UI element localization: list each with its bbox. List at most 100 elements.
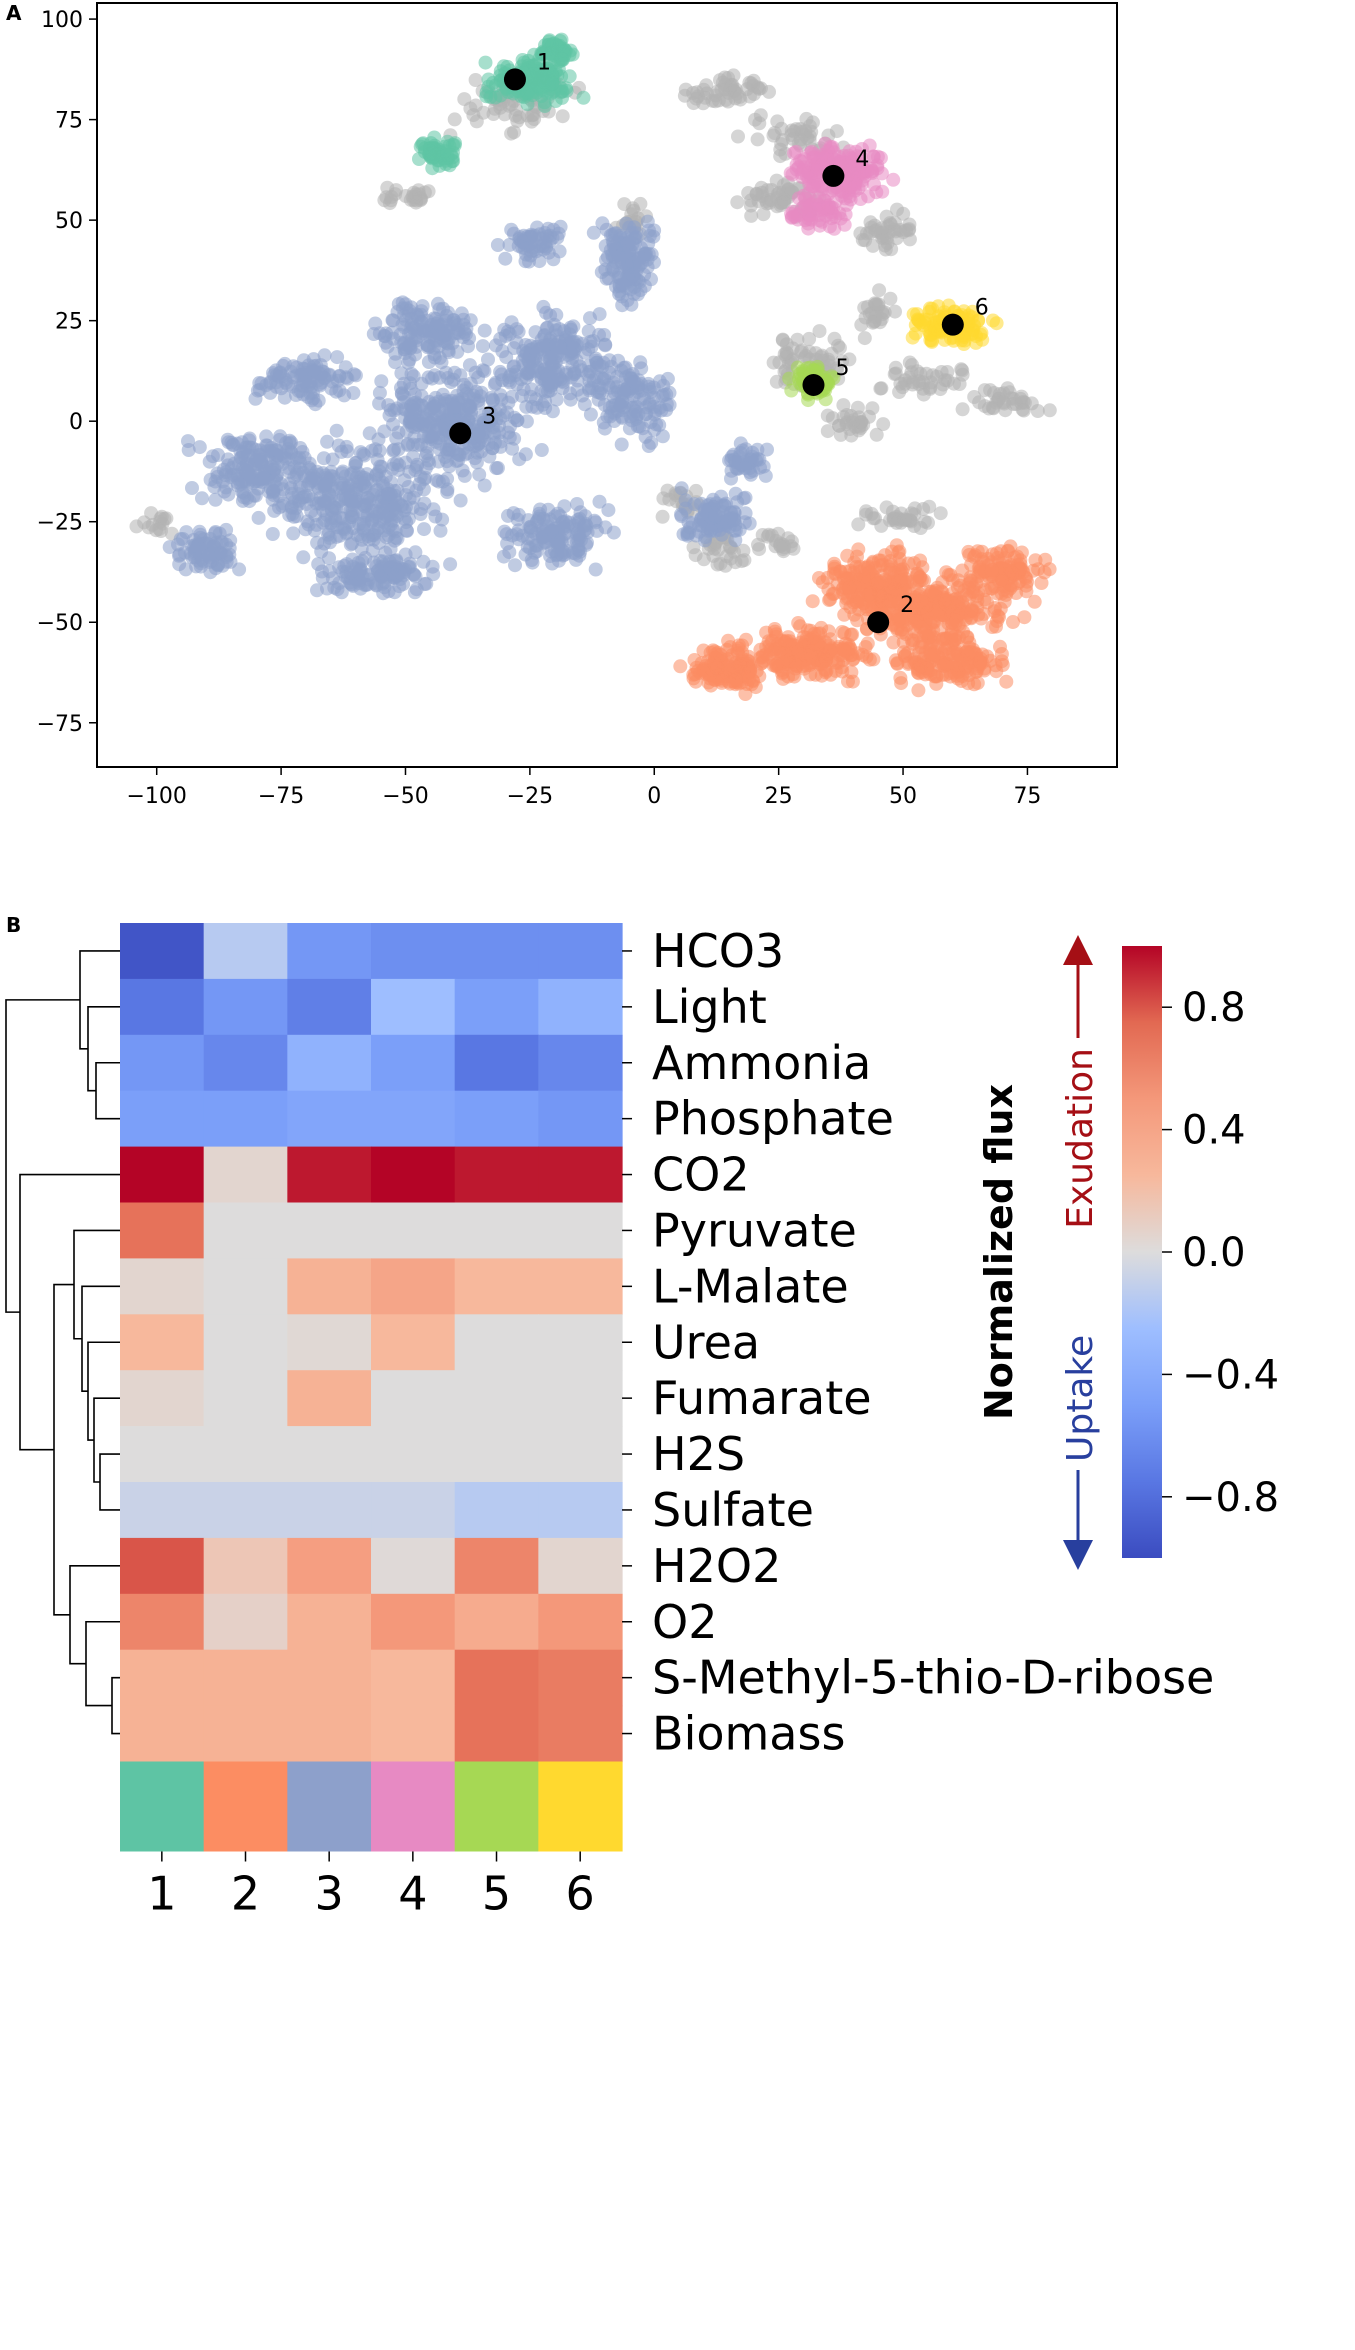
heatmap-cells [120, 923, 623, 1763]
cluster-4-point [798, 201, 813, 216]
cluster-2-point [1006, 615, 1020, 629]
cluster-6-point [906, 307, 921, 322]
cluster-3-point [387, 585, 402, 600]
cluster-3-point [615, 289, 629, 304]
unassigned-point [752, 542, 767, 557]
heatmap-cell [203, 1593, 288, 1651]
row-label: H2S [652, 1427, 745, 1481]
heatmap-cell [371, 1314, 456, 1371]
cluster-4-point [828, 194, 843, 209]
cluster-3-point [397, 473, 412, 488]
cluster-3-point [205, 449, 220, 464]
cluster-3-point [201, 548, 216, 563]
unassigned-point [876, 417, 891, 432]
heatmap-cell [538, 1146, 623, 1204]
cluster-1-point [545, 48, 559, 63]
column-label: 4 [398, 1867, 427, 1921]
cluster-3-point [399, 424, 414, 439]
cluster-3-point [415, 417, 430, 432]
cluster-2-point [882, 594, 897, 609]
column-label: 5 [482, 1867, 511, 1921]
cluster-3-point [660, 371, 675, 386]
cluster-3-point [266, 366, 280, 381]
cluster-6-point [922, 304, 937, 319]
cluster-5-point [792, 372, 806, 387]
cluster-3-point [208, 561, 223, 576]
unassigned-point [820, 408, 835, 423]
heatmap-cell [371, 1034, 456, 1092]
cluster-1-point [534, 46, 549, 61]
cluster-3-point [478, 425, 493, 440]
cluster-2-point [707, 656, 722, 671]
heatmap-cell [371, 1482, 456, 1539]
cluster-3-point [368, 509, 383, 524]
heatmap-cell [287, 1202, 372, 1259]
cluster-3-point [353, 445, 368, 460]
cluster-3-point [526, 243, 541, 258]
cluster-3-point [192, 440, 207, 455]
cluster-2-point [953, 605, 968, 620]
cluster-3-point [592, 307, 607, 322]
unassigned-point [967, 390, 982, 404]
cluster-2-point [938, 593, 952, 607]
heatmap-cell [454, 1426, 539, 1483]
cluster-3-point [297, 371, 312, 386]
cluster-4-point [818, 136, 833, 151]
cluster-1-point [437, 144, 452, 159]
cluster-3-point [616, 400, 631, 415]
uptake-label: Uptake [1060, 1335, 1101, 1462]
cluster-3-point [618, 256, 633, 271]
cluster-1-point [558, 44, 573, 58]
cluster-2-point [962, 668, 976, 682]
unassigned-point [888, 304, 902, 319]
colorbar-gradient [1122, 946, 1162, 1558]
heatmap-cell [454, 1537, 539, 1595]
cluster-2-point [997, 594, 1012, 609]
cluster-3-point [724, 471, 738, 486]
cluster-3-point [440, 371, 455, 385]
dendrogram-link [95, 1061, 120, 1120]
cluster-3-point [424, 401, 439, 416]
heatmap-cell [287, 1649, 372, 1707]
cluster-3-point [329, 423, 344, 438]
cluster-1-point [478, 55, 493, 70]
cluster-3-point [466, 388, 481, 403]
cluster-3-point [550, 372, 564, 387]
unassigned-point [857, 300, 872, 315]
unassigned-point [798, 124, 813, 139]
heatmap-cell [454, 1258, 539, 1315]
unassigned-point [696, 96, 711, 111]
cluster-6-point [956, 337, 971, 351]
cluster-3-point [556, 515, 571, 529]
heatmap-cell [203, 1090, 288, 1148]
cluster-3-point [369, 467, 384, 482]
cluster-3-point [410, 457, 425, 472]
cluster-4-point [806, 179, 821, 194]
heatmap-cell [120, 1034, 205, 1092]
heatmap-cell [203, 1537, 288, 1595]
cluster-3-point [317, 513, 332, 528]
cluster-2-point [987, 604, 1002, 619]
unassigned-point [655, 509, 670, 524]
cluster-3-point [356, 476, 371, 491]
cluster-3-point [692, 518, 706, 533]
cluster-4-point [870, 149, 885, 164]
dendrogram-link [73, 1229, 120, 1340]
cluster-3-point [581, 342, 596, 357]
cluster-3-point [453, 493, 468, 508]
cluster-2-point [911, 666, 926, 681]
unassigned-point [379, 190, 394, 205]
cluster-3-point [188, 544, 202, 559]
unassigned-point [737, 553, 752, 568]
cluster-3-point [598, 337, 613, 352]
unassigned-point [924, 375, 938, 390]
cluster-3-point [384, 325, 399, 340]
cluster-2-point [805, 594, 820, 609]
heatmap-row-labels: HCO3LightAmmoniaPhosphateCO2PyruvateL-Ma… [622, 924, 1214, 1761]
cluster-2-point [995, 574, 1010, 589]
cluster-3-point [614, 437, 629, 452]
unassigned-point [504, 126, 519, 141]
cluster-3-point [469, 455, 484, 470]
unassigned-point [888, 215, 902, 230]
y-tick-label: −75 [37, 712, 83, 737]
